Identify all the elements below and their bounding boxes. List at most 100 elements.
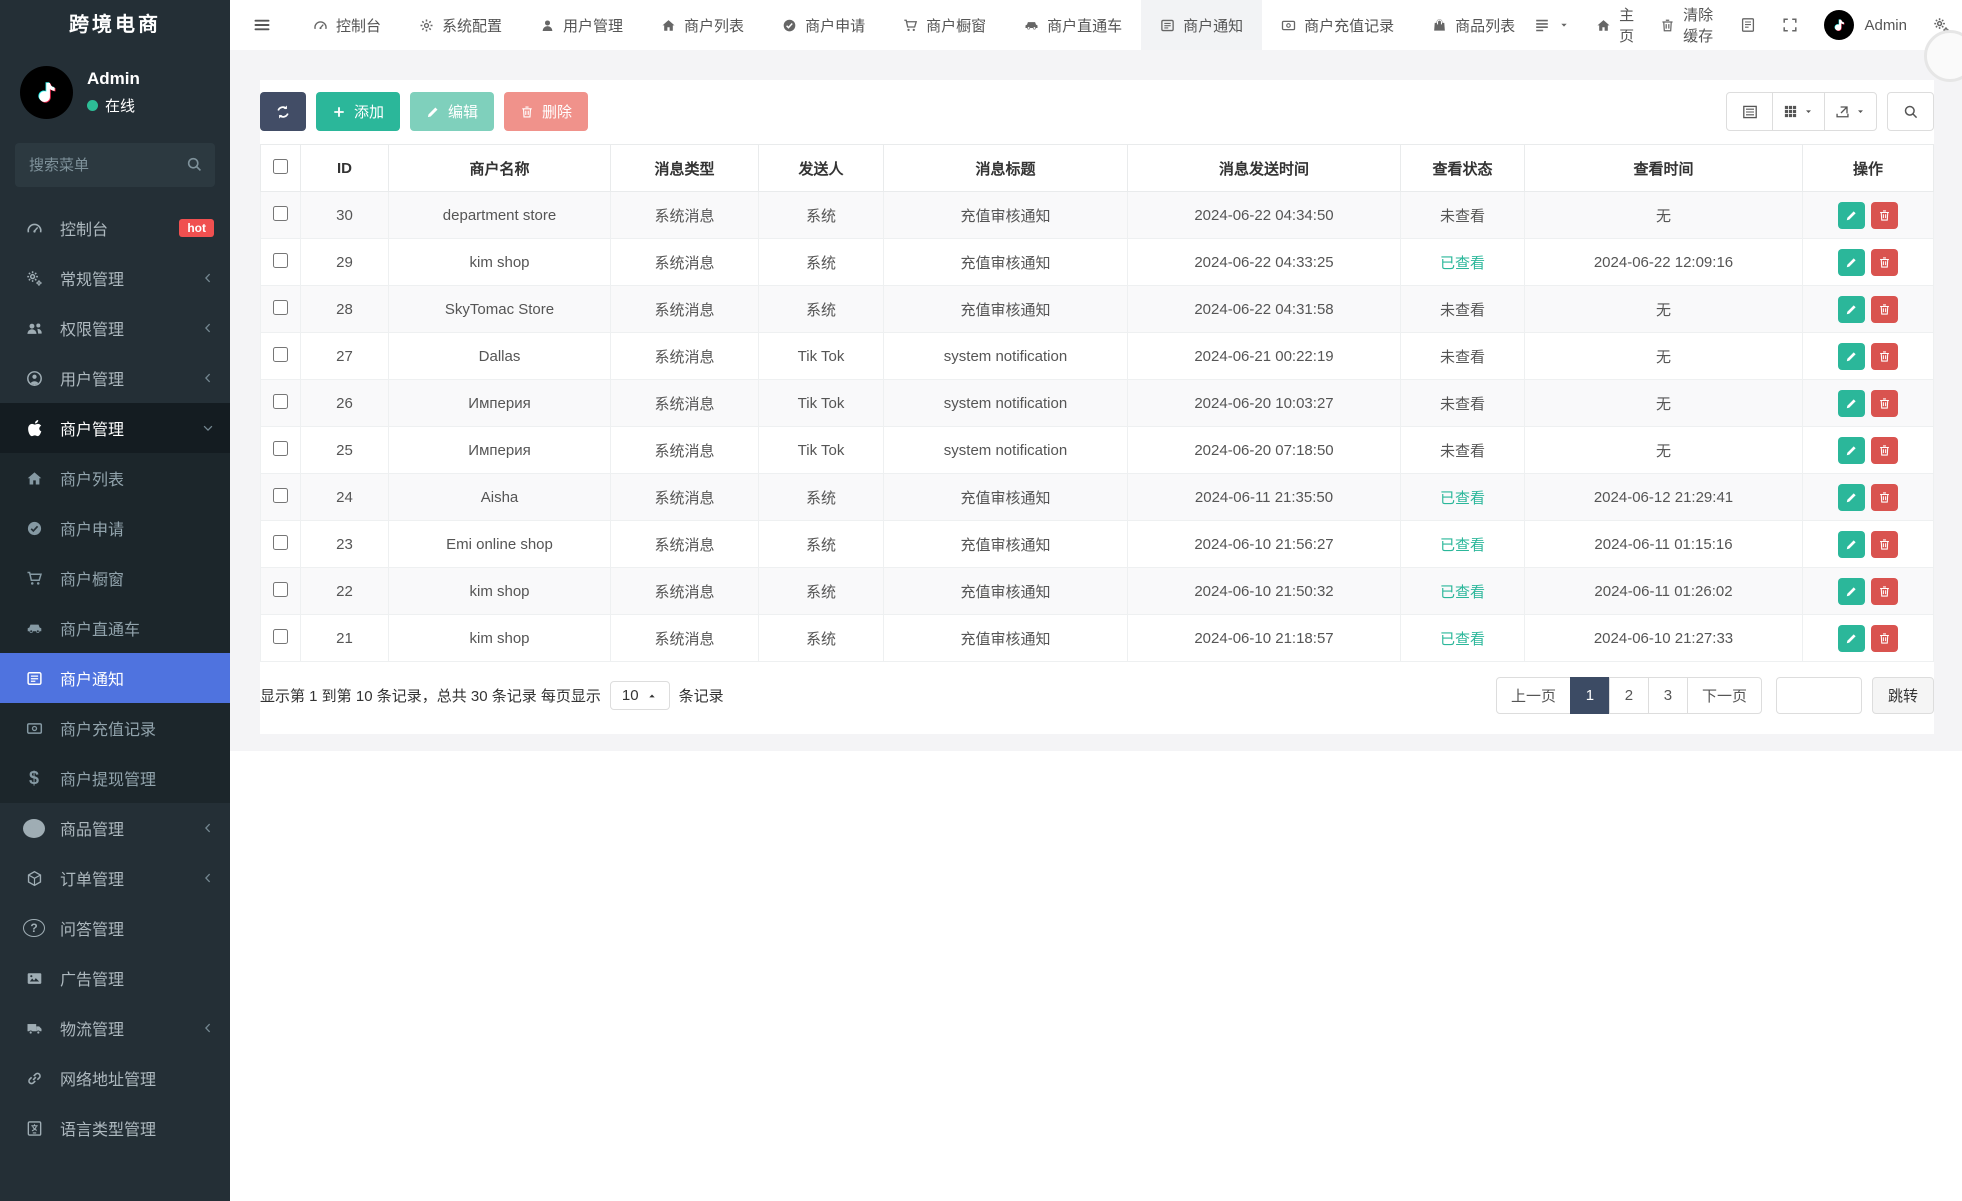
title-cell: system notification xyxy=(883,332,1128,380)
tab-merchant-notice[interactable]: 商户通知 xyxy=(1141,0,1263,50)
tab-merchant-through-train[interactable]: 商户直通车 xyxy=(1005,0,1141,50)
sidebar-item-general-management[interactable]: 常规管理 xyxy=(0,253,230,303)
edit-button[interactable]: 编辑 xyxy=(410,92,495,131)
car-icon xyxy=(1024,18,1039,33)
page-button-3[interactable]: 3 xyxy=(1647,677,1688,714)
page-jump-button[interactable]: 跳转 xyxy=(1871,677,1934,714)
delete-button[interactable]: 删除 xyxy=(504,92,589,131)
clear-cache-link[interactable]: 清除缓存 xyxy=(1660,4,1714,46)
sidebar-item-permission-management[interactable]: 权限管理 xyxy=(0,303,230,353)
search-toggle-button[interactable] xyxy=(1887,92,1934,131)
row-edit-button[interactable] xyxy=(1838,248,1865,276)
car-icon xyxy=(23,620,45,637)
row-edit-button[interactable] xyxy=(1838,201,1865,229)
sidebar-item-qa-management[interactable]: ? 问答管理 xyxy=(0,903,230,953)
cart-icon xyxy=(23,570,45,587)
page-size-dropdown[interactable]: 10 xyxy=(609,681,670,710)
tabs-dropdown-button[interactable] xyxy=(1534,17,1570,33)
row-edit-button[interactable] xyxy=(1838,342,1865,370)
sidebar-item-merchant-withdraw-management[interactable]: $ 商户提现管理 xyxy=(0,753,230,803)
tab-merchant-recharge-records[interactable]: 商户充值记录 xyxy=(1262,0,1413,50)
sidebar-item-network-address-management[interactable]: 网络地址管理 xyxy=(0,1053,230,1103)
sidebar-item-merchant-list[interactable]: 商户列表 xyxy=(0,453,230,503)
row-delete-button[interactable] xyxy=(1871,436,1898,464)
row-delete-button[interactable] xyxy=(1871,295,1898,323)
chevron-left-icon xyxy=(202,272,214,284)
viewed-at-cell: 2024-06-10 21:27:33 xyxy=(1524,614,1803,662)
next-page-button[interactable]: 下一页 xyxy=(1686,677,1762,714)
tab-merchant-list[interactable]: 商户列表 xyxy=(642,0,763,50)
tab-merchant-showcase[interactable]: 商户橱窗 xyxy=(884,0,1005,50)
sidebar-item-merchant-showcase[interactable]: 商户橱窗 xyxy=(0,553,230,603)
row-checkbox[interactable] xyxy=(273,581,288,597)
apple-icon xyxy=(23,419,45,437)
row-delete-button[interactable] xyxy=(1871,342,1898,370)
row-checkbox[interactable] xyxy=(273,487,288,503)
row-edit-button[interactable] xyxy=(1838,577,1865,605)
fullscreen-button[interactable] xyxy=(1782,17,1798,33)
row-delete-button[interactable] xyxy=(1871,201,1898,229)
page-jump-input[interactable] xyxy=(1775,677,1862,714)
row-delete-button[interactable] xyxy=(1871,483,1898,511)
tab-merchant-apply[interactable]: 商户申请 xyxy=(763,0,884,50)
sidebar-item-merchant-through-train[interactable]: 商户直通车 xyxy=(0,603,230,653)
row-checkbox[interactable] xyxy=(273,534,288,550)
row-edit-button[interactable] xyxy=(1838,389,1865,417)
row-edit-button[interactable] xyxy=(1838,530,1865,558)
avatar[interactable] xyxy=(20,66,73,119)
pencil-icon xyxy=(1845,256,1858,269)
row-delete-button[interactable] xyxy=(1871,530,1898,558)
sidebar-item-order-management[interactable]: 订单管理 xyxy=(0,853,230,903)
row-edit-button[interactable] xyxy=(1838,483,1865,511)
refresh-button[interactable] xyxy=(260,92,306,131)
sidebar-search-input[interactable] xyxy=(15,143,215,187)
tab-dashboard[interactable]: 控制台 xyxy=(294,0,400,50)
tab-user-management[interactable]: 用户管理 xyxy=(521,0,642,50)
home-link[interactable]: 主页 xyxy=(1596,4,1634,46)
page-button-1[interactable]: 1 xyxy=(1569,677,1610,714)
page-button-2[interactable]: 2 xyxy=(1608,677,1649,714)
row-delete-button[interactable] xyxy=(1871,624,1898,652)
table-row: 30 department store 系统消息 系统 充值审核通知 2024-06-22… xyxy=(260,191,1934,239)
sidebar-item-dashboard[interactable]: 控制台 hot xyxy=(0,203,230,253)
prev-page-button[interactable]: 上一页 xyxy=(1495,677,1571,714)
sidebar-item-user-management[interactable]: 用户管理 xyxy=(0,353,230,403)
sidebar-item-merchant-recharge-records[interactable]: 商户充值记录 xyxy=(0,703,230,753)
sender-cell: Tik Tok xyxy=(758,332,884,380)
translate-button[interactable] xyxy=(1740,17,1756,33)
sidebar-item-merchant-management[interactable]: 商户管理 xyxy=(0,403,230,453)
row-checkbox[interactable] xyxy=(273,346,288,362)
row-checkbox[interactable] xyxy=(273,205,288,221)
tab-system-config[interactable]: 系统配置 xyxy=(400,0,521,50)
row-checkbox[interactable] xyxy=(273,628,288,644)
viewed-at-cell: 2024-06-12 21:29:41 xyxy=(1524,473,1803,521)
columns-button[interactable] xyxy=(1772,92,1825,131)
row-delete-button[interactable] xyxy=(1871,389,1898,417)
row-edit-button[interactable] xyxy=(1838,295,1865,323)
user-menu[interactable]: Admin xyxy=(1824,10,1907,40)
detail-view-button[interactable] xyxy=(1726,92,1773,131)
tab-product-list[interactable]: 商品列表 xyxy=(1413,0,1534,50)
sidebar-item-product-management[interactable]: P 商品管理 xyxy=(0,803,230,853)
sidebar-item-merchant-apply[interactable]: 商户申请 xyxy=(0,503,230,553)
row-edit-button[interactable] xyxy=(1838,436,1865,464)
sender-cell: 系统 xyxy=(758,520,884,568)
row-checkbox[interactable] xyxy=(273,393,288,409)
sidebar-item-logistics-management[interactable]: 物流管理 xyxy=(0,1003,230,1053)
row-edit-button[interactable] xyxy=(1838,624,1865,652)
sidebar-item-language-type-management[interactable]: 语言类型管理 xyxy=(0,1103,230,1153)
sender-cell: 系统 xyxy=(758,238,884,286)
row-delete-button[interactable] xyxy=(1871,248,1898,276)
export-button[interactable] xyxy=(1824,92,1877,131)
row-checkbox[interactable] xyxy=(273,440,288,456)
add-button[interactable]: 添加 xyxy=(316,92,401,131)
topnav-username: Admin xyxy=(1864,16,1907,34)
sidebar-toggle-button[interactable] xyxy=(230,0,294,50)
select-all-checkbox[interactable] xyxy=(273,158,288,174)
sidebar-item-ad-management[interactable]: 广告管理 xyxy=(0,953,230,1003)
row-checkbox[interactable] xyxy=(273,252,288,268)
row-delete-button[interactable] xyxy=(1871,577,1898,605)
row-checkbox[interactable] xyxy=(273,299,288,315)
content-band: 添加 编辑 删除 ID 商户名称 消息类型 发送人 消息标题 消息发送时 xyxy=(230,50,1962,751)
sidebar-item-merchant-notice[interactable]: 商户通知 xyxy=(0,653,230,703)
